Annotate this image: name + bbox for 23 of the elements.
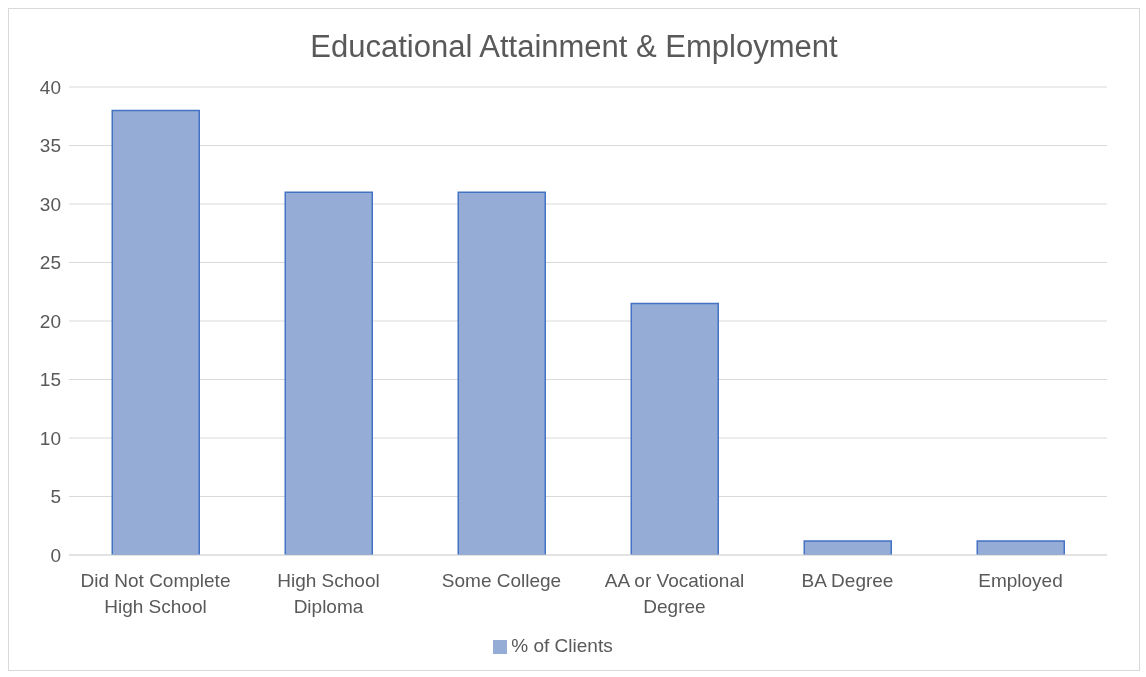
bar xyxy=(630,302,719,555)
x-tick-label: Did Not Complete High School xyxy=(80,570,231,617)
x-tick-label: BA Degree xyxy=(801,570,894,591)
x-tick-label: AA or Vocational Degree xyxy=(604,570,745,617)
chart-title: Educational Attainment & Employment xyxy=(309,28,839,66)
y-tick-label: 30 xyxy=(39,193,61,215)
x-tick-label: High School Diploma xyxy=(277,570,380,617)
bar xyxy=(111,109,200,555)
y-tick-label: 20 xyxy=(39,310,61,332)
y-tick-label: 0 xyxy=(50,544,61,566)
y-tick-label: 5 xyxy=(50,486,61,508)
bar xyxy=(457,191,546,555)
legend-label: % of Clients xyxy=(511,635,613,656)
bar xyxy=(284,191,373,555)
y-tick-label: 25 xyxy=(39,252,61,274)
y-tick-label: 40 xyxy=(39,76,61,98)
bar xyxy=(976,540,1065,555)
y-tick-label: 35 xyxy=(39,135,61,157)
x-tick-label: Some College xyxy=(441,570,562,591)
y-tick-label: 15 xyxy=(39,369,61,391)
x-tick-label: Employed xyxy=(978,570,1063,591)
y-tick-label: 10 xyxy=(39,427,61,449)
bar xyxy=(803,540,892,555)
